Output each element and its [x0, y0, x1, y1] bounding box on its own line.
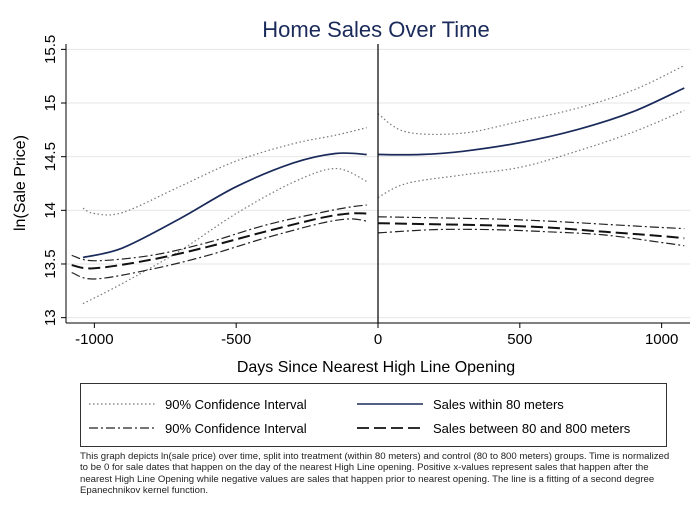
legend-label: Sales within 80 meters: [433, 396, 564, 412]
series-line-dashed: [377, 222, 685, 240]
legend-swatch-dashdot: [89, 427, 155, 429]
series-line-dashdot: [377, 216, 685, 230]
y-tick-label: 13.5: [42, 249, 59, 278]
legend-swatch-dotted: [89, 403, 155, 405]
chart-title: Home Sales Over Time: [262, 17, 489, 42]
legend-swatch-solid: [357, 403, 423, 405]
legend-label: Sales between 80 and 800 meters: [433, 420, 631, 436]
x-tick-label: 1000: [645, 331, 678, 348]
y-tick-label: 15: [42, 95, 59, 112]
series-line-dotted: [377, 109, 685, 199]
series-line-dotted: [82, 167, 367, 305]
series-line-dashdot: [71, 218, 367, 280]
legend-label: 90% Confidence Interval: [165, 420, 307, 436]
x-axis-ticks: -1000 -500 0 500 1000: [75, 323, 678, 348]
series-line-dashdot: [71, 204, 367, 262]
x-axis-label: Days Since Nearest High Line Opening: [237, 359, 515, 376]
series-lines: [71, 64, 685, 305]
series-line-solid: [377, 87, 685, 156]
series-line-dashdot: [377, 228, 685, 247]
y-tick-label: 13: [42, 309, 59, 326]
x-tick-label: -1000: [75, 331, 113, 348]
legend: 90% Confidence Interval Sales within 80 …: [80, 383, 667, 447]
y-tick-label: 14.5: [42, 142, 59, 171]
legend-item-sales-within-80: Sales within 80 meters: [357, 394, 564, 414]
y-tick-label: 15.5: [42, 35, 59, 64]
x-tick-label: 500: [507, 331, 532, 348]
legend-item-dotted-ci: 90% Confidence Interval: [89, 394, 307, 414]
y-tick-label: 14: [42, 202, 59, 219]
series-line-dotted: [377, 64, 685, 136]
legend-item-dashdot-ci: 90% Confidence Interval: [89, 418, 307, 438]
figure-caption: This graph depicts ln(sale price) over t…: [80, 451, 670, 497]
legend-item-sales-80-800: Sales between 80 and 800 meters: [357, 418, 630, 438]
x-tick-label: -500: [221, 331, 251, 348]
series-line-solid: [82, 152, 367, 259]
series-line-dashed: [71, 212, 367, 270]
legend-swatch-dashed: [357, 427, 423, 429]
y-axis-ticks: 13 13.5 14 14.5 15 15.5: [42, 35, 66, 326]
plot-area: Home Sales Over Time 1313.51414.51515.5 …: [12, 17, 690, 376]
legend-label: 90% Confidence Interval: [165, 396, 307, 412]
series-line-dotted: [82, 127, 367, 216]
y-axis-label: ln(Sale Price): [12, 135, 29, 231]
x-tick-label: 0: [374, 331, 382, 348]
